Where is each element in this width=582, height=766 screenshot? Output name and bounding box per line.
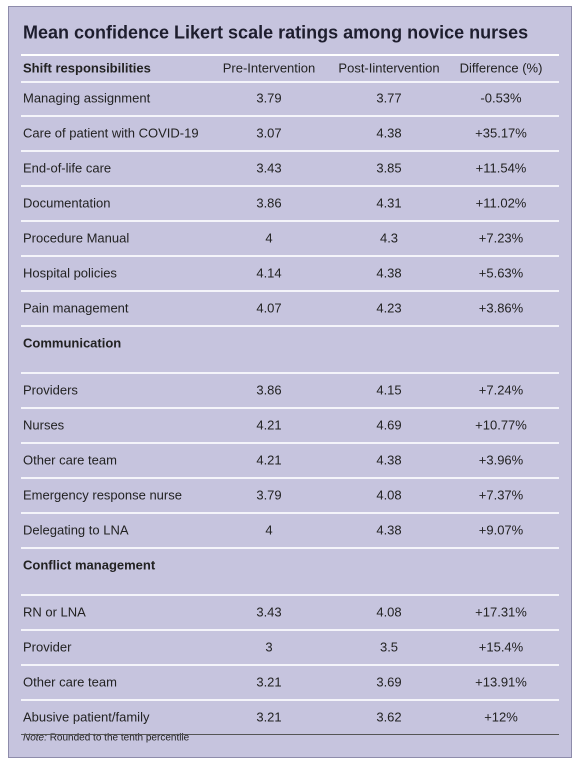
row-line <box>21 372 559 374</box>
row-label: Delegating to LNA <box>23 522 129 538</box>
cell: 4.07 <box>256 300 282 316</box>
cell: +3.86% <box>478 300 524 316</box>
table-panel: Mean confidence Likert scale ratings amo… <box>8 6 572 758</box>
cell: 3.5 <box>379 639 399 655</box>
column-header: Difference (%) <box>459 60 543 76</box>
row-label: Other care team <box>23 452 117 468</box>
cell: 3.86 <box>256 382 282 398</box>
section-title: Shift responsibilities <box>23 60 151 76</box>
cell: +12% <box>484 709 518 725</box>
row-label: Pain management <box>23 300 129 316</box>
cell: 4.69 <box>376 417 402 433</box>
cell: 4.21 <box>256 417 282 433</box>
row-line <box>21 150 559 152</box>
row-line <box>21 407 559 409</box>
column-header: Post-Iintervention <box>338 60 440 76</box>
cell: +13.91% <box>475 674 527 690</box>
cell: 4.38 <box>376 522 402 538</box>
row-line <box>21 594 559 596</box>
cell: 3.07 <box>256 125 282 141</box>
cell: 4 <box>265 522 273 538</box>
row-line <box>21 115 559 117</box>
cell: +5.63% <box>478 265 524 281</box>
row-line <box>21 290 559 292</box>
row-line <box>21 325 559 327</box>
row-line <box>21 442 559 444</box>
cell: 4.38 <box>376 265 402 281</box>
row-line <box>21 185 559 187</box>
cell: 4.23 <box>376 300 402 316</box>
row-line <box>21 699 559 701</box>
cell: 4.3 <box>379 230 399 246</box>
column-header: Pre-Intervention <box>222 60 316 76</box>
cell: +11.02% <box>475 195 527 211</box>
cell: 4.14 <box>256 265 282 281</box>
row-label: Provider <box>23 639 72 655</box>
row-label: Managing assignment <box>23 90 151 106</box>
row-line <box>21 255 559 257</box>
row-label: RN or LNA <box>23 604 86 620</box>
cell: +3.96% <box>478 452 524 468</box>
section-title: Conflict management <box>23 557 156 573</box>
rule <box>21 54 559 56</box>
cell: +9.07% <box>478 522 524 538</box>
row-label: Abusive patient/family <box>23 709 150 725</box>
cell: 3.21 <box>256 674 282 690</box>
cell: +11.54% <box>475 160 527 176</box>
cell: 4.38 <box>376 125 402 141</box>
cell: 3.43 <box>256 160 282 176</box>
rule <box>21 734 559 735</box>
cell: 3.62 <box>376 709 402 725</box>
cell: 4.21 <box>256 452 282 468</box>
cell: 4.31 <box>376 195 402 211</box>
cell: 3.86 <box>256 195 282 211</box>
row-label: Care of patient with COVID-19 <box>23 125 199 141</box>
row-label: Documentation <box>23 195 111 211</box>
section-title: Communication <box>23 335 122 351</box>
row-line <box>21 664 559 666</box>
row-line <box>21 629 559 631</box>
cell: 3.69 <box>376 674 402 690</box>
cell: +17.31% <box>475 604 527 620</box>
row-label: Emergency response nurse <box>23 487 182 503</box>
row-label: Other care team <box>23 674 117 690</box>
note-text: Rounded to the tenth percentile <box>49 732 190 744</box>
cell: 3.79 <box>256 90 282 106</box>
row-label: Procedure Manual <box>23 230 130 246</box>
row-label: Hospital policies <box>23 265 117 281</box>
row-label: End-of-life care <box>23 160 112 176</box>
cell: 4.15 <box>376 382 402 398</box>
cell: +7.24% <box>478 382 524 398</box>
row-label: Providers <box>23 382 78 398</box>
row-line <box>21 220 559 222</box>
cell: 4.08 <box>376 604 402 620</box>
cell: 4.08 <box>376 487 402 503</box>
row-line <box>21 547 559 549</box>
cell: -0.53% <box>480 90 522 106</box>
cell: +7.23% <box>478 230 524 246</box>
row-line <box>21 81 559 83</box>
cell: 3.85 <box>376 160 402 176</box>
cell: +35.17% <box>475 125 527 141</box>
row-label: Nurses <box>23 417 65 433</box>
cell: 3 <box>265 639 273 655</box>
cell: +10.77% <box>475 417 527 433</box>
cell: 3.43 <box>256 604 282 620</box>
cell: 4.38 <box>376 452 402 468</box>
cell: +15.4% <box>478 639 524 655</box>
row-line <box>21 512 559 514</box>
title: Mean confidence Likert scale ratings amo… <box>23 22 529 43</box>
row-line <box>21 477 559 479</box>
cell: 3.77 <box>376 90 402 106</box>
cell: 3.79 <box>256 487 282 503</box>
cell: 3.21 <box>256 709 282 725</box>
cell: +7.37% <box>478 487 524 503</box>
note-label: Note: <box>23 732 47 744</box>
note: Note: Rounded to the tenth percentile <box>23 733 189 744</box>
cell: 4 <box>265 230 273 246</box>
